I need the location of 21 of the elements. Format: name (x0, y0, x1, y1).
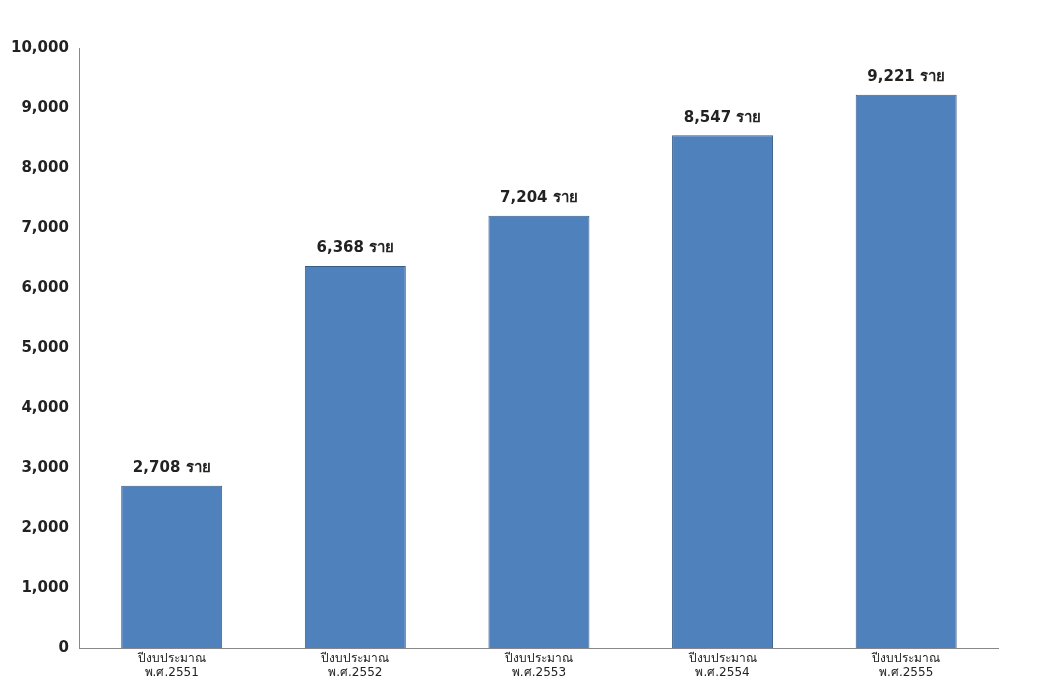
y-tick-label: 9,000 (21, 97, 69, 116)
data-label: 2,708 ราย (132, 458, 211, 477)
x-tick-label: ปีงบประมาณ พ.ศ.2552 (320, 650, 390, 679)
x-tick-label: ปีงบประมาณ พ.ศ.2555 (871, 650, 941, 679)
y-tick-label: 2,000 (21, 518, 69, 537)
y-tick-label: 3,000 (21, 458, 69, 477)
data-label: 9,221 ราย (867, 67, 946, 86)
y-tick-label: 0 (58, 638, 69, 657)
y-tick-label: 4,000 (21, 398, 69, 417)
data-label: 8,547 ราย (683, 107, 762, 126)
y-tick-label: 10,000 (10, 37, 69, 56)
y-tick-label: 5,000 (21, 337, 69, 356)
x-tick-label: ปีงบประมาณ พ.ศ.2554 (687, 650, 757, 679)
x-tick-label: ปีงบประมาณ พ.ศ.2553 (503, 650, 573, 679)
data-label: 6,368 ราย (316, 238, 395, 257)
x-tick-label: ปีงบประมาณ พ.ศ.2551 (136, 650, 206, 679)
y-tick-label: 6,000 (21, 277, 69, 296)
y-tick-label: 7,000 (21, 217, 69, 236)
y-tick-label: 1,000 (21, 578, 69, 597)
data-label: 7,204 ราย (500, 188, 578, 207)
y-tick-label: 8,000 (21, 157, 69, 176)
